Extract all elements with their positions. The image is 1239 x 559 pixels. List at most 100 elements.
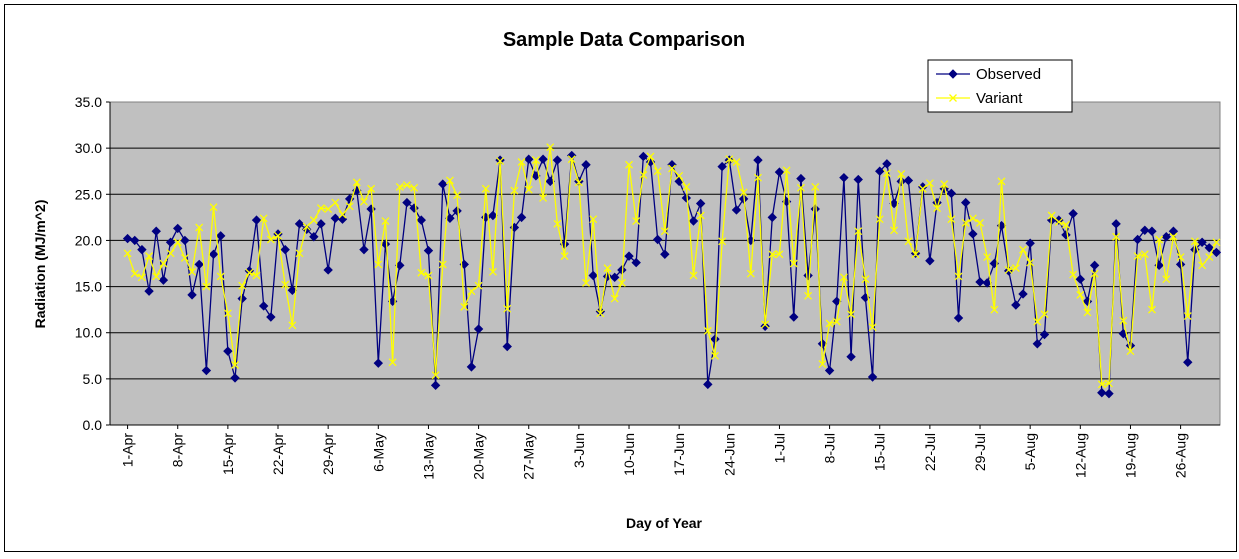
data-point xyxy=(1032,339,1043,349)
data-point xyxy=(266,312,276,322)
data-point xyxy=(510,186,519,195)
data-point xyxy=(953,313,964,323)
data-point xyxy=(1140,250,1149,259)
data-point xyxy=(1075,274,1086,284)
data-point xyxy=(209,203,218,212)
data-point xyxy=(201,365,212,376)
data-point xyxy=(1054,218,1063,226)
data-point xyxy=(832,296,842,307)
data-point xyxy=(251,215,262,225)
data-point xyxy=(696,211,705,220)
data-point xyxy=(732,158,741,166)
data-point xyxy=(330,213,341,223)
data-point xyxy=(1090,269,1099,278)
data-point xyxy=(416,215,426,225)
data-point xyxy=(811,182,820,191)
data-point xyxy=(818,360,827,369)
data-point xyxy=(867,372,878,382)
x-tick-label: 12-Aug xyxy=(1072,433,1088,478)
data-point xyxy=(897,170,906,178)
data-point xyxy=(617,278,626,287)
data-point xyxy=(609,272,620,283)
data-point xyxy=(775,250,784,259)
data-point xyxy=(524,154,534,164)
data-point xyxy=(380,239,391,249)
data-point xyxy=(152,272,161,281)
data-point xyxy=(122,233,133,244)
x-tick-label: 17-Jun xyxy=(671,433,687,476)
data-point xyxy=(553,219,562,228)
data-point xyxy=(452,206,462,216)
data-point xyxy=(467,287,476,296)
data-point xyxy=(990,305,999,314)
data-point xyxy=(145,252,154,261)
data-point xyxy=(560,252,569,261)
data-point xyxy=(130,269,139,278)
data-point xyxy=(875,166,885,176)
data-point xyxy=(524,185,533,194)
x-tick-label: 8-Jul xyxy=(822,433,838,463)
data-point xyxy=(918,184,927,193)
data-point xyxy=(904,237,913,246)
data-point xyxy=(402,197,412,208)
data-point xyxy=(961,218,970,227)
data-point xyxy=(1175,259,1186,270)
data-point xyxy=(317,204,325,213)
data-point xyxy=(832,317,841,326)
data-point xyxy=(982,278,992,288)
data-point xyxy=(137,273,146,282)
data-point xyxy=(324,205,333,214)
x-tick-label: 8-Apr xyxy=(170,433,186,468)
data-point xyxy=(423,245,434,256)
data-point xyxy=(402,181,411,190)
data-point xyxy=(281,280,290,289)
data-point xyxy=(681,193,692,203)
data-point xyxy=(539,194,548,202)
data-point xyxy=(632,217,641,226)
data-point xyxy=(624,251,634,261)
data-point xyxy=(710,334,720,344)
data-point xyxy=(531,156,540,165)
data-point xyxy=(896,176,906,187)
y-tick-label: 0.0 xyxy=(83,417,103,433)
x-tick-label: 26-Aug xyxy=(1173,433,1189,478)
data-point xyxy=(767,212,777,223)
data-point xyxy=(1119,316,1128,325)
x-tick-label: 15-Jul xyxy=(872,433,888,471)
data-point xyxy=(1069,270,1078,279)
data-point xyxy=(1111,219,1121,229)
legend-marker xyxy=(949,94,957,102)
data-point xyxy=(1068,208,1078,219)
data-point xyxy=(825,319,834,328)
data-point xyxy=(753,155,763,165)
data-point xyxy=(960,197,971,208)
data-point xyxy=(280,244,290,255)
data-point xyxy=(1097,387,1107,398)
data-point xyxy=(731,205,742,215)
data-point xyxy=(739,188,748,197)
data-point xyxy=(215,231,226,241)
data-point xyxy=(589,215,598,224)
data-point xyxy=(839,172,849,183)
data-point xyxy=(309,216,318,225)
data-point xyxy=(1126,347,1135,356)
data-point xyxy=(130,235,140,246)
data-point xyxy=(582,278,590,287)
legend-marker xyxy=(948,69,958,79)
data-point xyxy=(688,216,699,226)
data-point xyxy=(646,152,655,161)
data-point xyxy=(947,215,956,224)
data-point xyxy=(360,197,368,206)
data-point xyxy=(460,302,469,311)
data-point xyxy=(223,346,233,356)
data-point xyxy=(288,321,297,330)
data-point xyxy=(925,179,934,188)
data-point xyxy=(1161,232,1171,242)
data-point xyxy=(309,232,319,242)
data-point xyxy=(946,188,957,199)
data-point xyxy=(173,223,183,234)
data-point xyxy=(252,271,261,280)
data-point xyxy=(410,183,419,192)
data-point xyxy=(231,361,239,369)
